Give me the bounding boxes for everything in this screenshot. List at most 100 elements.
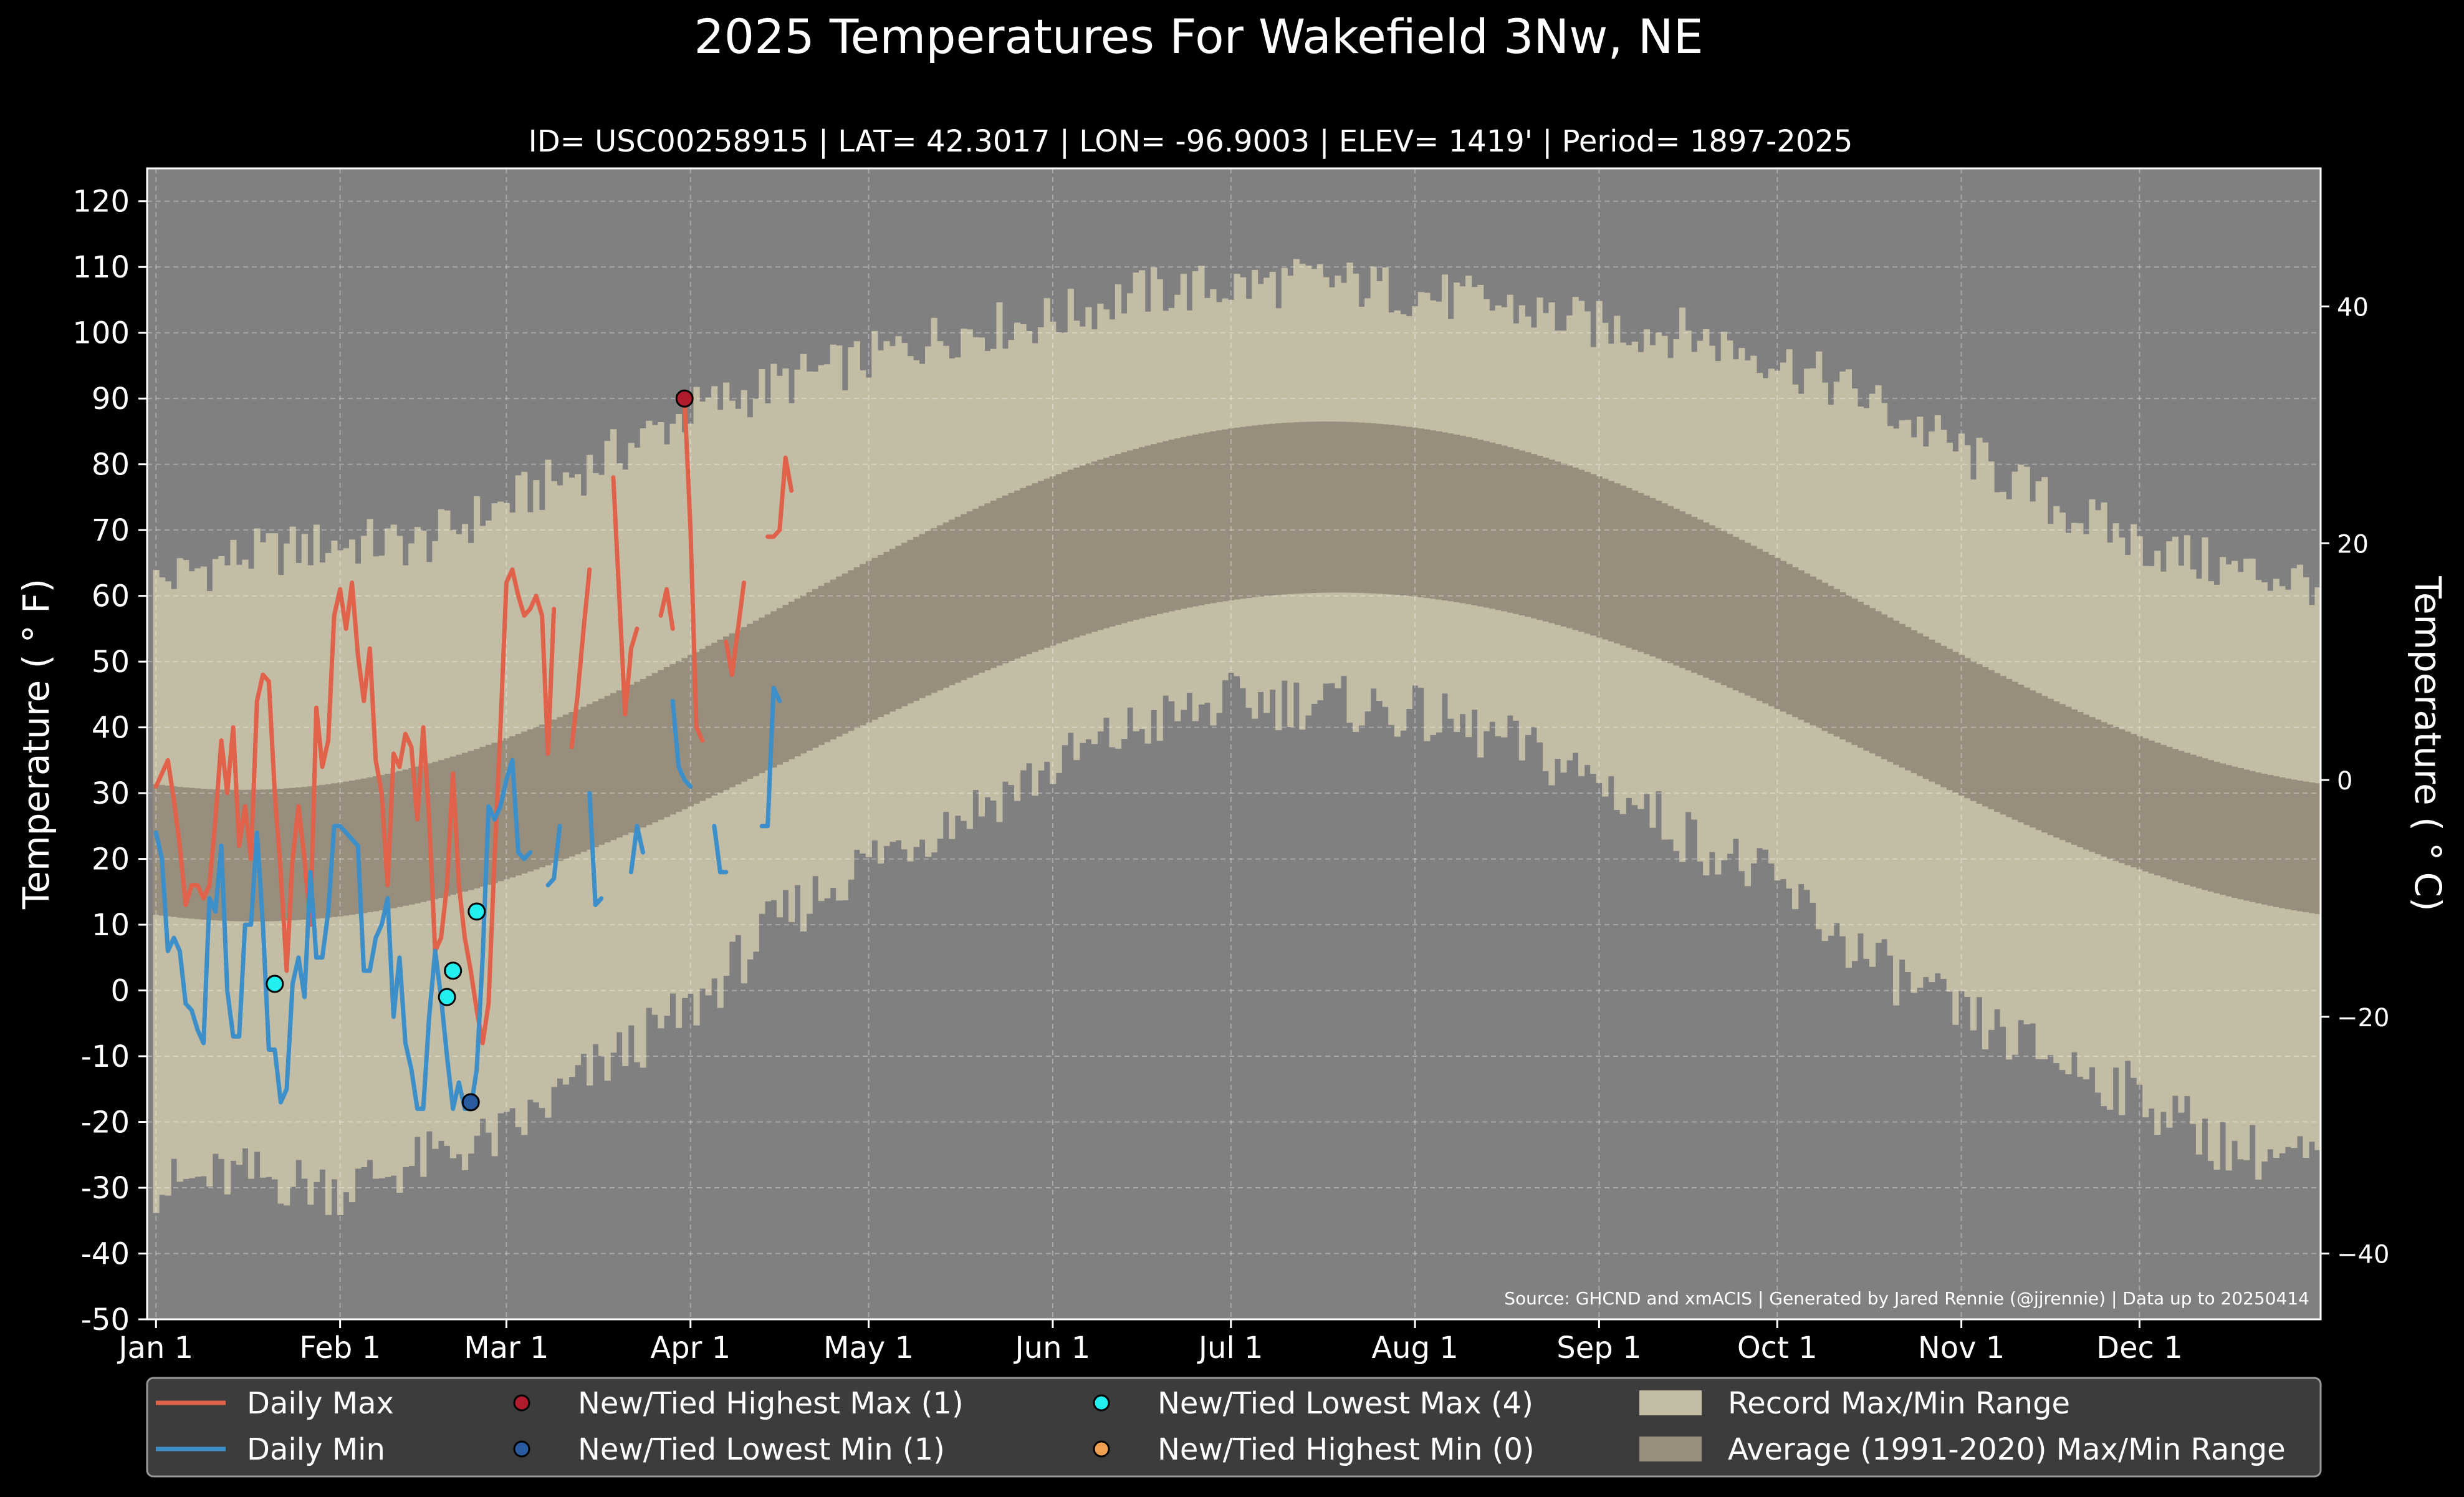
- normal-range-bar: [1323, 421, 1330, 593]
- normal-range-bar: [1162, 441, 1169, 613]
- normal-range-bar: [1970, 661, 1977, 801]
- normal-range-bar: [2030, 690, 2036, 828]
- normal-range-bar: [942, 522, 949, 688]
- record-marker-dot: [438, 988, 456, 1006]
- normal-range-bar: [628, 685, 635, 833]
- normal-range-bar: [1281, 423, 1288, 595]
- normal-range-bar: [1316, 421, 1324, 593]
- normal-range-bar: [438, 760, 444, 898]
- normal-range-bar: [1518, 450, 1525, 616]
- legend: Daily Max New/Tied Highest Max (1) New/Tie…: [146, 1377, 2322, 1478]
- y-tick-label: 100: [72, 316, 130, 351]
- normal-range-bar: [1192, 435, 1199, 607]
- normal-range-bar: [1400, 426, 1407, 596]
- normal-range-bar: [2077, 711, 2084, 847]
- normal-range-bar: [1483, 441, 1490, 608]
- normal-range-bar: [266, 789, 272, 922]
- normal-range-bar: [604, 696, 611, 843]
- normal-range-bar: [752, 620, 759, 776]
- normal-range-bar: [212, 789, 219, 921]
- normal-range-bar: [2220, 763, 2227, 895]
- normal-range-bar: [1424, 429, 1431, 599]
- y-tick-label: 110: [72, 250, 130, 285]
- legend-patch-swatch: [1639, 1437, 1702, 1461]
- normal-range-bar: [1863, 605, 1870, 751]
- normal-range-bar: [1869, 608, 1876, 754]
- normal-range-bar: [2047, 698, 2054, 835]
- normal-range-bar: [1905, 627, 1912, 771]
- legend-label: Record Max/Min Range: [1728, 1386, 2070, 1421]
- normal-range-bar: [1441, 432, 1449, 600]
- daily-min-line: [670, 698, 693, 789]
- normal-range-bar: [2184, 753, 2190, 885]
- daily-max-line: [611, 475, 640, 716]
- normal-range-bar: [1816, 579, 1823, 728]
- normal-range-bar: [236, 789, 243, 922]
- normal-range-bar: [1875, 611, 1882, 756]
- normal-range-bar: [2136, 736, 2143, 870]
- x-tick-label: Oct 1: [1737, 1331, 1818, 1365]
- normal-range-bar: [2225, 765, 2232, 897]
- normal-range-bar: [705, 645, 712, 799]
- normal-range-bar: [1952, 652, 1959, 793]
- normal-range-bar: [2041, 696, 2048, 833]
- normal-range-bar: [1631, 490, 1638, 650]
- normal-range-bar: [194, 788, 201, 920]
- normal-range-bar: [919, 534, 926, 698]
- normal-range-bar: [1489, 442, 1496, 609]
- normal-range-bar: [153, 784, 160, 915]
- normal-range-bar: [378, 775, 385, 910]
- normal-range-bar: [1566, 465, 1573, 628]
- daily-max-line: [682, 396, 705, 743]
- normal-range-bar: [1637, 493, 1644, 652]
- normal-range-bar: [1085, 463, 1092, 634]
- normal-range-bar: [747, 623, 754, 779]
- normal-range-bar: [1899, 623, 1906, 768]
- normal-range-bar: [877, 554, 884, 718]
- normal-range-bar: [1376, 423, 1383, 594]
- normal-range-bar: [848, 570, 855, 731]
- normal-range-bar: [444, 758, 451, 897]
- normal-range-bar: [1014, 490, 1021, 659]
- chart-title: 2025 Temperatures For Wakefield 3Nw, NE: [694, 9, 1703, 64]
- normal-range-bar: [1750, 546, 1757, 698]
- normal-range-bar: [319, 784, 326, 918]
- y2-tick-label: 0: [2337, 767, 2352, 796]
- normal-range-bar: [474, 749, 481, 888]
- normal-range-bar: [1691, 516, 1698, 673]
- normal-range-bar: [574, 709, 582, 855]
- y2-tick-label: −40: [2337, 1241, 2389, 1269]
- source-note: Source: GHCND and xmACIS | Generated by …: [1504, 1288, 2309, 1309]
- normal-range-bar: [1833, 589, 1840, 737]
- normal-range-bar: [1501, 445, 1508, 612]
- x-tick-label: Aug 1: [1371, 1331, 1459, 1365]
- normal-range-bar: [2065, 706, 2072, 843]
- daily-max-line: [658, 587, 675, 631]
- normal-range-bar: [1186, 435, 1193, 608]
- normal-range-bar: [1839, 592, 1846, 739]
- x-tick-label: Jun 1: [1014, 1331, 1091, 1365]
- normal-range-bar: [1364, 423, 1371, 594]
- normal-range-bar: [1857, 602, 1864, 748]
- normal-range-bar: [1038, 481, 1045, 650]
- x-tick-label: Jan 1: [117, 1331, 193, 1365]
- normal-range-bar: [1269, 423, 1276, 596]
- normal-range-bar: [260, 789, 267, 922]
- normal-range-bar: [1851, 599, 1858, 745]
- normal-range-bar: [978, 506, 985, 673]
- normal-range-bar: [972, 508, 979, 675]
- plot-area: Source: GHCND and xmACIS | Generated by …: [146, 167, 2322, 1321]
- y-tick-label: 60: [92, 579, 130, 614]
- normal-range-bar: [860, 564, 866, 726]
- normal-range-bar: [562, 715, 570, 859]
- normal-range-bar: [313, 786, 320, 919]
- normal-range-bar: [1227, 428, 1235, 600]
- normal-range-bar: [1910, 630, 1917, 774]
- normal-range-bar: [479, 746, 486, 887]
- normal-range-bar: [1828, 585, 1834, 734]
- normal-range-bar: [1976, 664, 1983, 804]
- normal-range-bar: [2148, 740, 2155, 874]
- normal-range-bar: [1144, 445, 1151, 617]
- normal-range-bar: [367, 777, 373, 913]
- normal-range-bar: [1709, 525, 1715, 680]
